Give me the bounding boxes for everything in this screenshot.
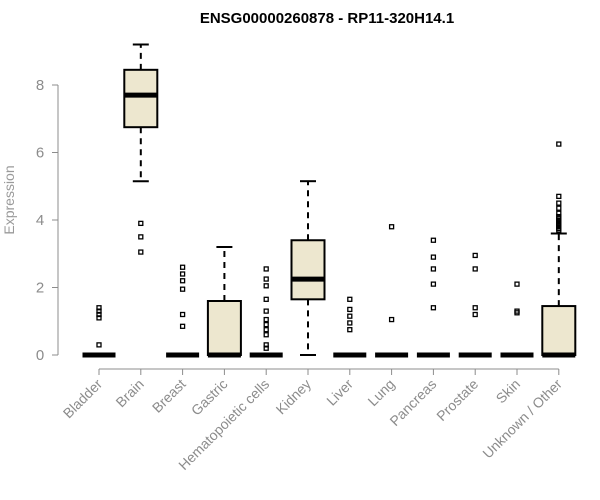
outlier-point — [347, 320, 353, 326]
x-tick-label: Liver — [323, 376, 356, 409]
outlier-point — [556, 193, 562, 200]
box-pancreas — [416, 237, 450, 358]
y-tick-label: 8 — [36, 77, 44, 94]
outlier-point — [514, 281, 520, 287]
outlier-point — [430, 305, 437, 311]
y-axis: 0 2 4 6 8 — [36, 77, 59, 364]
outlier-point — [263, 266, 269, 272]
box-hematopoietic-cells — [249, 266, 283, 358]
outlier-point — [263, 342, 269, 348]
outlier-point — [263, 276, 269, 282]
outlier-point — [179, 271, 186, 277]
iqr-box — [290, 239, 326, 301]
outlier-point — [430, 266, 437, 272]
outlier-point — [179, 278, 186, 284]
outlier-point — [556, 141, 562, 147]
outlier-point — [514, 308, 520, 314]
outlier-point — [472, 311, 478, 318]
outlier-point — [472, 305, 478, 311]
outlier-point — [388, 224, 395, 230]
box-kidney — [290, 180, 326, 356]
outlier-point — [430, 281, 437, 287]
outlier-point — [347, 327, 353, 333]
x-tick-label: Kidney — [273, 376, 315, 418]
outlier-point — [430, 254, 437, 260]
outlier-point — [179, 264, 186, 270]
outlier-point — [179, 323, 186, 329]
outlier-point — [263, 296, 269, 302]
outlier-point — [263, 327, 269, 333]
x-tick-label: Breast — [149, 376, 189, 416]
outlier-point — [96, 305, 102, 311]
outlier-point — [138, 249, 144, 255]
y-axis-label: Expression — [1, 165, 17, 234]
iqr-box — [123, 68, 159, 129]
y-tick-label: 4 — [36, 212, 44, 229]
box-brain — [123, 43, 159, 255]
outlier-point — [347, 306, 353, 313]
chart-title: ENSG00000260878 - RP11-320H14.1 — [200, 10, 454, 27]
x-tick-label: Brain — [112, 376, 146, 410]
boxes-group — [82, 43, 577, 358]
outlier-point — [472, 252, 478, 259]
x-tick-label: Bladder — [60, 376, 106, 422]
box-breast — [166, 264, 200, 358]
outlier-point — [388, 316, 395, 323]
outlier-point — [179, 286, 186, 292]
box-unknown-other — [541, 141, 577, 358]
outlier-point — [347, 313, 353, 319]
box-skin — [500, 281, 534, 358]
y-tick-label: 6 — [36, 145, 44, 162]
x-tick-label: Skin — [493, 376, 524, 407]
outlier-point — [96, 342, 102, 348]
box-gastric — [206, 246, 242, 358]
y-tick-label: 2 — [36, 280, 44, 297]
outlier-point — [263, 308, 269, 314]
outlier-point — [556, 205, 562, 211]
outlier-point — [263, 316, 269, 323]
outlier-point — [430, 237, 437, 243]
outlier-point — [347, 296, 353, 302]
outlier-point — [263, 321, 269, 328]
box-lung — [375, 224, 409, 358]
x-tick-label: Prostate — [433, 376, 481, 424]
outlier-point — [263, 283, 269, 289]
x-tick-label: Unknown / Other — [479, 376, 565, 462]
outlier-point — [179, 311, 186, 318]
box-liver — [333, 296, 367, 358]
outlier-point — [138, 234, 144, 240]
outlier-point — [138, 220, 144, 227]
y-tick-label: 0 — [36, 347, 44, 364]
outlier-point — [472, 266, 478, 272]
outlier-point — [263, 332, 269, 338]
iqr-box — [541, 305, 577, 356]
x-tick-label: Lung — [364, 376, 397, 409]
box-bladder — [82, 305, 116, 358]
outlier-point — [556, 210, 562, 216]
iqr-box — [206, 300, 242, 356]
box-prostate — [458, 252, 492, 358]
outlier-point — [556, 200, 562, 206]
